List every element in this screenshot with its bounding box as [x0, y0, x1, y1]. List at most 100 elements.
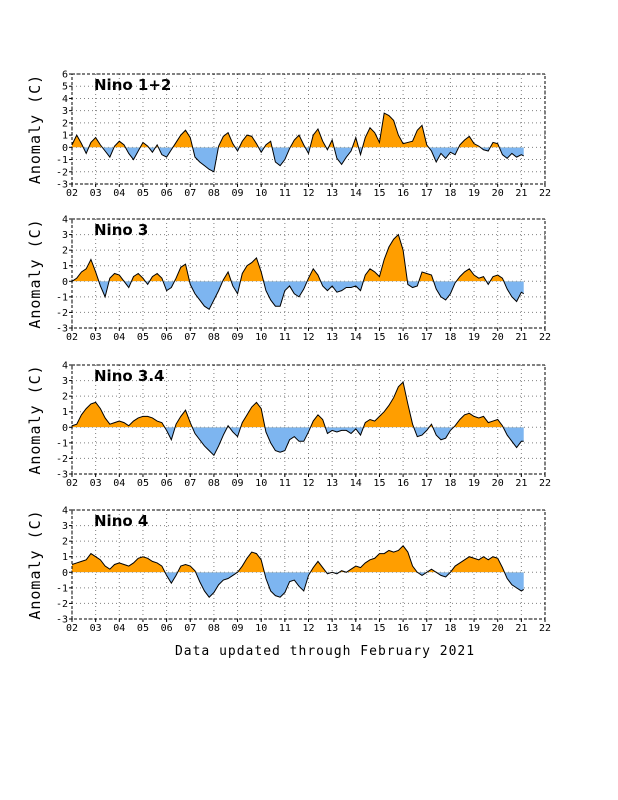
- x-tick-label: 02: [66, 478, 78, 489]
- x-tick-label: 19: [468, 478, 480, 489]
- x-tick-label: 20: [492, 623, 504, 634]
- y-tick-label: -2: [56, 599, 68, 610]
- x-tick-label: 17: [421, 478, 433, 489]
- x-tick-label: 14: [350, 332, 362, 343]
- x-tick-label: 09: [232, 478, 244, 489]
- x-tick-label: 13: [326, 623, 338, 634]
- y-tick-label: 1: [62, 552, 68, 563]
- x-tick-label: 13: [326, 332, 338, 343]
- x-tick-label: 15: [373, 478, 385, 489]
- x-tick-label: 18: [444, 332, 456, 343]
- y-tick-label: 4: [62, 94, 68, 105]
- x-tick-label: 11: [279, 188, 291, 199]
- x-tick-label: 22: [539, 478, 551, 489]
- x-tick-label: 06: [161, 332, 173, 343]
- x-tick-label: 17: [421, 623, 433, 634]
- x-tick-label: 10: [255, 478, 267, 489]
- panel-title: Nino 3: [94, 221, 148, 239]
- y-tick-label: -2: [56, 454, 68, 465]
- x-tick-label: 09: [232, 188, 244, 199]
- x-tick-label: 10: [255, 332, 267, 343]
- x-tick-label: 19: [468, 332, 480, 343]
- panel-title: Nino 3.4: [94, 367, 164, 385]
- y-tick-label: 0: [62, 277, 68, 288]
- x-tick-label: 09: [232, 623, 244, 634]
- y-tick-label: 4: [62, 506, 68, 517]
- y-tick-label: -1: [56, 583, 68, 594]
- y-tick-label: 2: [62, 118, 68, 129]
- x-tick-label: 20: [492, 188, 504, 199]
- x-tick-label: 16: [397, 332, 409, 343]
- y-tick-label: 4: [62, 361, 68, 372]
- y-tick-label: -3: [56, 180, 68, 191]
- y-tick-label: -3: [56, 615, 68, 626]
- x-tick-label: 03: [90, 478, 102, 489]
- x-tick-label: 13: [326, 188, 338, 199]
- y-tick-label: 2: [62, 246, 68, 257]
- positive-anomaly-area: [72, 234, 504, 282]
- y-tick-label: 3: [62, 106, 68, 117]
- x-tick-label: 10: [255, 188, 267, 199]
- x-tick-label: 02: [66, 332, 78, 343]
- x-tick-label: 21: [515, 188, 527, 199]
- y-tick-label: -2: [56, 167, 68, 178]
- x-tick-label: 19: [468, 623, 480, 634]
- x-tick-label: 02: [66, 188, 78, 199]
- x-tick-label: 07: [184, 478, 196, 489]
- anomaly-line: [71, 545, 524, 598]
- x-tick-label: 05: [137, 623, 149, 634]
- x-tick-label: 06: [161, 623, 173, 634]
- x-tick-label: 17: [421, 188, 433, 199]
- y-tick-label: 6: [62, 70, 68, 81]
- x-tick-label: 08: [208, 478, 220, 489]
- x-tick-label: 15: [373, 623, 385, 634]
- x-tick-label: 12: [302, 188, 314, 199]
- y-tick-label: 3: [62, 230, 68, 241]
- x-tick-label: 12: [302, 332, 314, 343]
- x-tick-label: 08: [208, 188, 220, 199]
- x-tick-label: 21: [515, 623, 527, 634]
- x-tick-label: 16: [397, 623, 409, 634]
- y-tick-label: 4: [62, 215, 68, 226]
- x-tick-label: 05: [137, 478, 149, 489]
- x-tick-label: 16: [397, 478, 409, 489]
- y-tick-label: -3: [56, 470, 68, 481]
- panel-title: Nino 1+2: [94, 76, 171, 94]
- x-tick-label: 14: [350, 623, 362, 634]
- y-tick-label: 0: [62, 423, 68, 434]
- x-tick-label: 04: [113, 623, 125, 634]
- x-tick-label: 18: [444, 478, 456, 489]
- anomaly-line: [71, 112, 524, 173]
- plot-frame: [71, 218, 546, 329]
- x-tick-label: 04: [113, 332, 125, 343]
- x-tick-label: 15: [373, 332, 385, 343]
- x-tick-label: 03: [90, 188, 102, 199]
- x-tick-label: 02: [66, 623, 78, 634]
- y-tick-label: -1: [56, 155, 68, 166]
- negative-anomaly-area: [72, 572, 524, 598]
- x-tick-label: 04: [113, 188, 125, 199]
- x-tick-label: 14: [350, 188, 362, 199]
- y-tick-label: 0: [62, 568, 68, 579]
- x-tick-label: 06: [161, 188, 173, 199]
- x-tick-label: 21: [515, 332, 527, 343]
- x-tick-label: 05: [137, 188, 149, 199]
- x-tick-label: 18: [444, 623, 456, 634]
- x-tick-label: 18: [444, 188, 456, 199]
- x-tick-label: 19: [468, 188, 480, 199]
- y-tick-label: 2: [62, 392, 68, 403]
- y-tick-label: 2: [62, 537, 68, 548]
- x-tick-label: 22: [539, 623, 551, 634]
- x-tick-label: 17: [421, 332, 433, 343]
- y-tick-label: 1: [62, 131, 68, 142]
- anomaly-line: [71, 233, 524, 311]
- positive-anomaly-area: [72, 382, 504, 428]
- x-tick-label: 06: [161, 478, 173, 489]
- x-tick-label: 04: [113, 478, 125, 489]
- footer-note: Data updated through February 2021: [175, 644, 475, 659]
- y-tick-label: -1: [56, 292, 68, 303]
- x-tick-label: 22: [539, 188, 551, 199]
- positive-anomaly-area: [72, 545, 505, 573]
